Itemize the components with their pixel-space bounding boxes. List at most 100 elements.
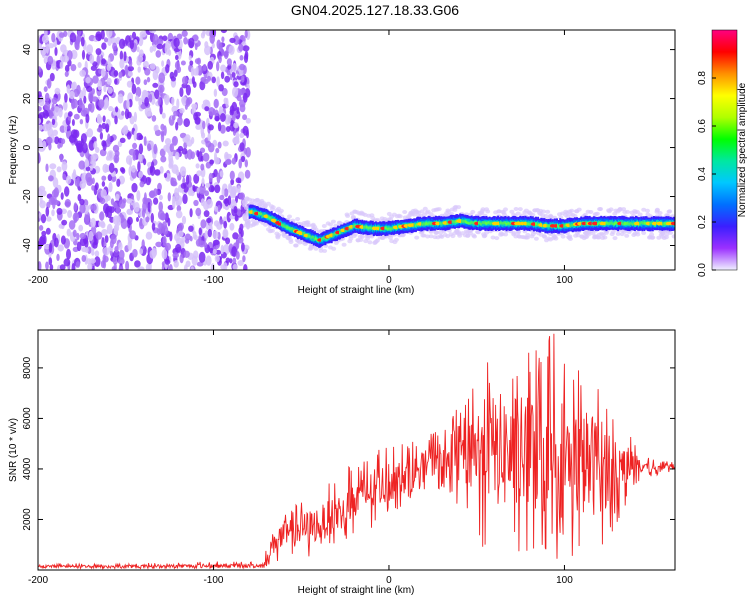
noise-blob — [60, 138, 66, 145]
noise-blob — [87, 263, 93, 270]
noise-blob — [209, 247, 214, 254]
noise-blob — [153, 143, 158, 155]
snr-series-line — [38, 333, 675, 570]
noise-blob — [135, 86, 142, 98]
noise-blob — [220, 64, 227, 72]
halo-blob — [270, 205, 276, 210]
noise-blob — [48, 242, 53, 253]
noise-blob — [76, 232, 80, 241]
noise-blob — [152, 69, 159, 81]
noise-blob — [214, 156, 220, 165]
ridge-segment — [292, 228, 295, 232]
halo-blob — [588, 210, 594, 214]
noise-blob — [201, 132, 206, 139]
ridge-segment — [454, 220, 457, 223]
noise-blob — [49, 72, 55, 82]
noise-blob — [237, 260, 244, 266]
noise-blob — [223, 188, 229, 198]
ridge-segment — [259, 212, 262, 218]
noise-blob — [113, 70, 119, 77]
noise-blob — [212, 239, 220, 246]
ridge-segment — [631, 223, 634, 226]
noise-blob — [129, 115, 135, 125]
noise-blob — [66, 228, 72, 237]
noise-blob — [48, 257, 53, 266]
halo-blob — [375, 238, 380, 243]
noise-blob — [188, 225, 194, 232]
noise-blob — [82, 142, 88, 154]
noise-blob — [242, 255, 246, 263]
noise-blob — [119, 137, 126, 143]
noise-blob — [220, 71, 225, 80]
noise-blob — [119, 59, 125, 69]
noise-blob — [86, 44, 94, 55]
noise-blob — [214, 254, 220, 263]
ridge-segment — [482, 221, 485, 224]
ridge-segment — [500, 221, 503, 225]
noise-blob — [38, 118, 42, 124]
noise-blob — [242, 114, 248, 121]
ridge-segment — [426, 222, 429, 226]
noise-blob — [83, 95, 87, 104]
noise-blob — [159, 86, 163, 98]
noise-blob — [218, 84, 224, 92]
noise-blob — [135, 76, 141, 85]
ridge-peak — [670, 221, 675, 226]
noise-blob — [209, 221, 213, 231]
halo-blob — [331, 246, 337, 251]
ridge-segment — [468, 218, 471, 225]
noise-blob — [224, 75, 231, 83]
ridge-segment — [526, 222, 529, 226]
noise-blob — [204, 106, 210, 112]
noise-blob — [213, 88, 218, 97]
snr-xlabel: Height of straight line (km) — [298, 585, 415, 596]
colorbar-ticks: 0.0 0.2 0.4 0.6 0.8 — [697, 71, 716, 277]
noise-blob — [44, 244, 51, 250]
noise-blob — [143, 192, 147, 204]
noise-blob — [216, 61, 220, 72]
noise-blob — [181, 96, 188, 105]
noise-blob — [46, 136, 53, 145]
halo-blob — [287, 214, 292, 219]
noise-blob — [59, 264, 66, 270]
y-tick-label: 20 — [22, 93, 33, 105]
halo-blob — [328, 222, 333, 227]
noise-blob — [137, 266, 145, 270]
noise-blob — [64, 71, 69, 77]
halo-blob — [393, 237, 399, 242]
noise-blob — [121, 126, 129, 135]
noise-blob — [97, 79, 102, 91]
noise-blob — [104, 97, 109, 107]
noise-blob — [145, 263, 151, 270]
halo-blob — [490, 235, 496, 240]
noise-blob — [133, 111, 137, 123]
noise-blob — [101, 175, 107, 181]
noise-blob — [100, 189, 107, 199]
noise-blob — [173, 37, 180, 48]
ridge-segment — [339, 228, 342, 234]
noise-blob — [170, 181, 178, 187]
halo-blob — [533, 236, 539, 241]
noise-blob — [82, 87, 86, 98]
noise-blob — [78, 224, 84, 232]
noise-blob — [183, 118, 190, 128]
noise-blob — [115, 106, 119, 113]
noise-blob — [182, 193, 188, 205]
noise-blob — [68, 134, 76, 143]
halo-blob — [657, 211, 663, 215]
noise-blob — [100, 68, 106, 78]
y-tick-label: -20 — [22, 189, 33, 204]
x-tick-label: 0 — [386, 275, 392, 286]
noise-blob — [185, 84, 191, 96]
noise-blob — [194, 42, 198, 51]
noise-blob — [160, 155, 167, 163]
noise-blob — [79, 237, 87, 247]
noise-blob — [176, 33, 183, 40]
noise-blob — [38, 43, 43, 50]
noise-blob — [163, 125, 167, 136]
noise-blob — [211, 42, 215, 49]
noise-blob — [223, 262, 228, 270]
noise-blob — [42, 140, 47, 151]
